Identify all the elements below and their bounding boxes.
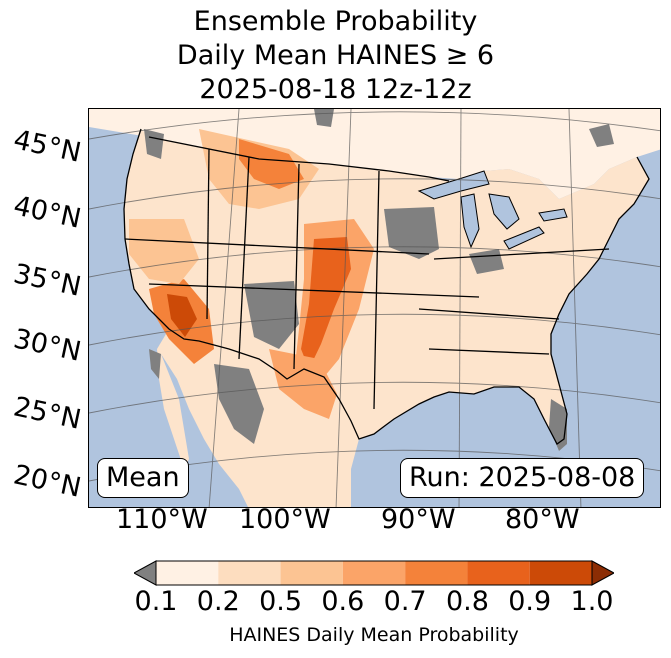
parallel-40 xyxy=(89,178,660,210)
state-border xyxy=(373,170,380,410)
no-data-patch xyxy=(384,207,439,259)
colorbar-tick-label: 0.9 xyxy=(508,586,552,617)
colorbar-segment xyxy=(529,561,592,585)
lon-label-80: 80°W xyxy=(505,504,580,535)
meridian-100 xyxy=(335,109,352,507)
parallel-30 xyxy=(89,313,660,346)
us-outline xyxy=(123,128,650,445)
lat-label-40: 40°N xyxy=(10,190,84,235)
lat-label-30: 30°N xyxy=(10,323,84,368)
colorbar-tick-label: 0.8 xyxy=(445,586,489,617)
colorbar-tick-label: 0.5 xyxy=(259,586,303,617)
lake-superior xyxy=(417,170,490,200)
lake-ontario xyxy=(538,208,568,222)
colorbar-tick-label: 1.0 xyxy=(570,586,614,617)
colorbar-segment xyxy=(342,561,406,585)
prob-plains-0.8 xyxy=(301,237,351,369)
map-svg xyxy=(89,109,660,507)
colorbar-segment xyxy=(280,561,343,585)
run-date-badge: Run: 2025-08-08 xyxy=(400,458,645,498)
meridian-110 xyxy=(208,109,240,507)
colorbar-svg xyxy=(132,560,616,586)
colorbar-segment xyxy=(405,561,468,585)
meridian-80 xyxy=(568,109,582,507)
parallel-45 xyxy=(89,111,660,140)
prob-southwest-0.9 xyxy=(167,294,197,337)
lake-michigan xyxy=(460,193,480,249)
lat-label-35: 35°N xyxy=(10,258,84,303)
mean-badge: Mean xyxy=(97,458,189,498)
lat-label-25: 25°N xyxy=(10,391,84,436)
canada-land xyxy=(89,109,660,199)
state-border xyxy=(418,308,560,320)
parallel-25 xyxy=(89,381,660,414)
prob-west-0.5 xyxy=(129,219,199,284)
no-data-patch xyxy=(214,364,264,444)
lake-huron xyxy=(488,193,520,230)
colorbar-tick-label: 0.6 xyxy=(321,586,365,617)
probability-layer xyxy=(129,129,374,419)
great-lakes xyxy=(417,170,568,250)
canada-border xyxy=(148,136,450,182)
state-border xyxy=(206,148,210,320)
colorbar-label: HAINES Daily Mean Probability xyxy=(229,624,519,646)
state-border xyxy=(238,156,250,360)
meridian-90 xyxy=(458,109,462,507)
parallel-35 xyxy=(89,246,660,278)
no-data-patch xyxy=(314,109,334,127)
colorbar-segment xyxy=(467,561,530,585)
colorbar-over-arrow xyxy=(591,560,616,586)
no-data-patch xyxy=(149,349,161,379)
colorbar-tick-label: 0.1 xyxy=(134,586,178,617)
lon-label-110: 110°W xyxy=(116,504,208,535)
colorbar-tick-label: 0.7 xyxy=(383,586,427,617)
no-data-patch xyxy=(549,399,567,451)
lon-label-90: 90°W xyxy=(381,504,456,535)
state-border xyxy=(428,348,550,355)
colorbar-segment xyxy=(156,561,219,585)
colorbar xyxy=(132,560,616,590)
map-panel xyxy=(88,108,661,508)
state-border xyxy=(148,283,480,298)
prob-texas-0.6 xyxy=(269,349,337,419)
borders xyxy=(123,128,650,445)
colorbar-under-arrow xyxy=(132,560,157,586)
state-border xyxy=(124,238,430,255)
lat-label-20: 20°N xyxy=(10,459,84,504)
state-border xyxy=(433,248,610,260)
state-border xyxy=(293,163,300,370)
lat-label-45: 45°N xyxy=(10,124,84,169)
lake-erie xyxy=(503,226,545,250)
colorbar-segment xyxy=(218,561,281,585)
title-line-1: Ensemble Probability xyxy=(193,6,478,37)
no-data-patch xyxy=(144,129,164,159)
no-data-patch xyxy=(244,281,299,349)
title-line-2: Daily Mean HAINES ≥ 6 xyxy=(176,40,495,71)
title-line-3: 2025-08-18 12z-12z xyxy=(199,74,472,105)
colorbar-tick-label: 0.2 xyxy=(196,586,240,617)
prob-northwest-0.7 xyxy=(239,139,304,189)
no-data-patch xyxy=(589,124,614,147)
lon-label-100: 100°W xyxy=(239,504,331,535)
